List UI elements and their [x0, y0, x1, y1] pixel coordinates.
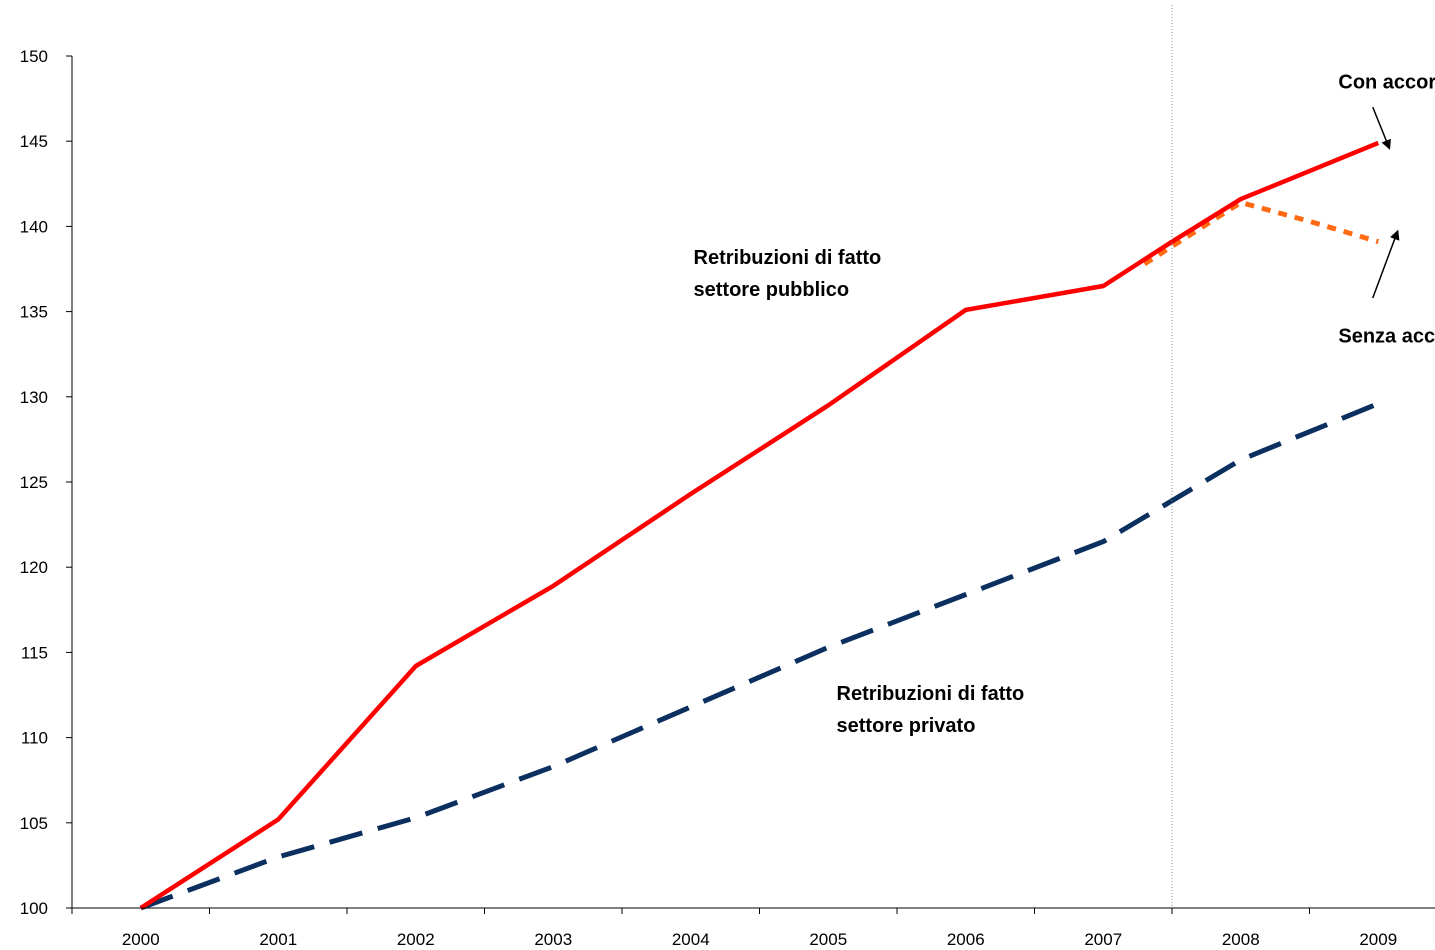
senza-accordo-arrow [1372, 229, 1400, 299]
series-line-privato [139, 401, 1380, 911]
annotation-line: Senza accordo [1338, 325, 1435, 347]
y-tick-label-100: 100 [20, 899, 48, 918]
series-line-pubblico [139, 140, 1380, 910]
annotation-line: settore pubblico [694, 279, 850, 301]
x-tick-label-2007: 2007 [1084, 930, 1122, 949]
annotation-privato-label: Retribuzioni di fatto settore privato [837, 683, 1025, 737]
y-tick-label-145: 145 [20, 132, 48, 151]
y-tick-label-150: 150 [20, 47, 48, 66]
x-tick-label-2002: 2002 [397, 930, 435, 949]
x-tick-label-2001: 2001 [259, 930, 297, 949]
y-tick-label-125: 125 [20, 473, 48, 492]
annotation-line: settore privato [837, 715, 976, 737]
y-tick-label-140: 140 [20, 217, 48, 236]
y-tick-label-105: 105 [20, 814, 48, 833]
y-tick-label-115: 115 [21, 643, 48, 662]
x-tick-label-2008: 2008 [1222, 930, 1260, 949]
y-tick-label-135: 135 [20, 303, 48, 322]
y-tick-label-120: 120 [20, 558, 48, 577]
x-tick-label-2006: 2006 [947, 930, 985, 949]
annotation-pubblico-label: Retribuzioni di fatto settore pubblico [694, 247, 882, 301]
annotation-con-accordo-label: Con accordo [1338, 71, 1435, 93]
x-tick-label-2004: 2004 [672, 930, 710, 949]
x-tick-label-2005: 2005 [809, 930, 847, 949]
y-tick-label-130: 130 [20, 388, 48, 407]
series-line-senza-accordo [1143, 200, 1380, 267]
annotation-line: Retribuzioni di fatto [694, 247, 882, 269]
x-tick-label-2009: 2009 [1359, 930, 1397, 949]
x-tick-label-2000: 2000 [122, 930, 160, 949]
annotation-line: Retribuzioni di fatto [837, 683, 1025, 705]
y-tick-label-110: 110 [21, 729, 48, 748]
annotation-line: Con accordo [1338, 71, 1435, 93]
x-tick-label-2003: 2003 [534, 930, 572, 949]
annotation-senza-accordo-label: Senza accordo [1338, 325, 1435, 347]
con-accordo-arrow [1372, 106, 1391, 150]
